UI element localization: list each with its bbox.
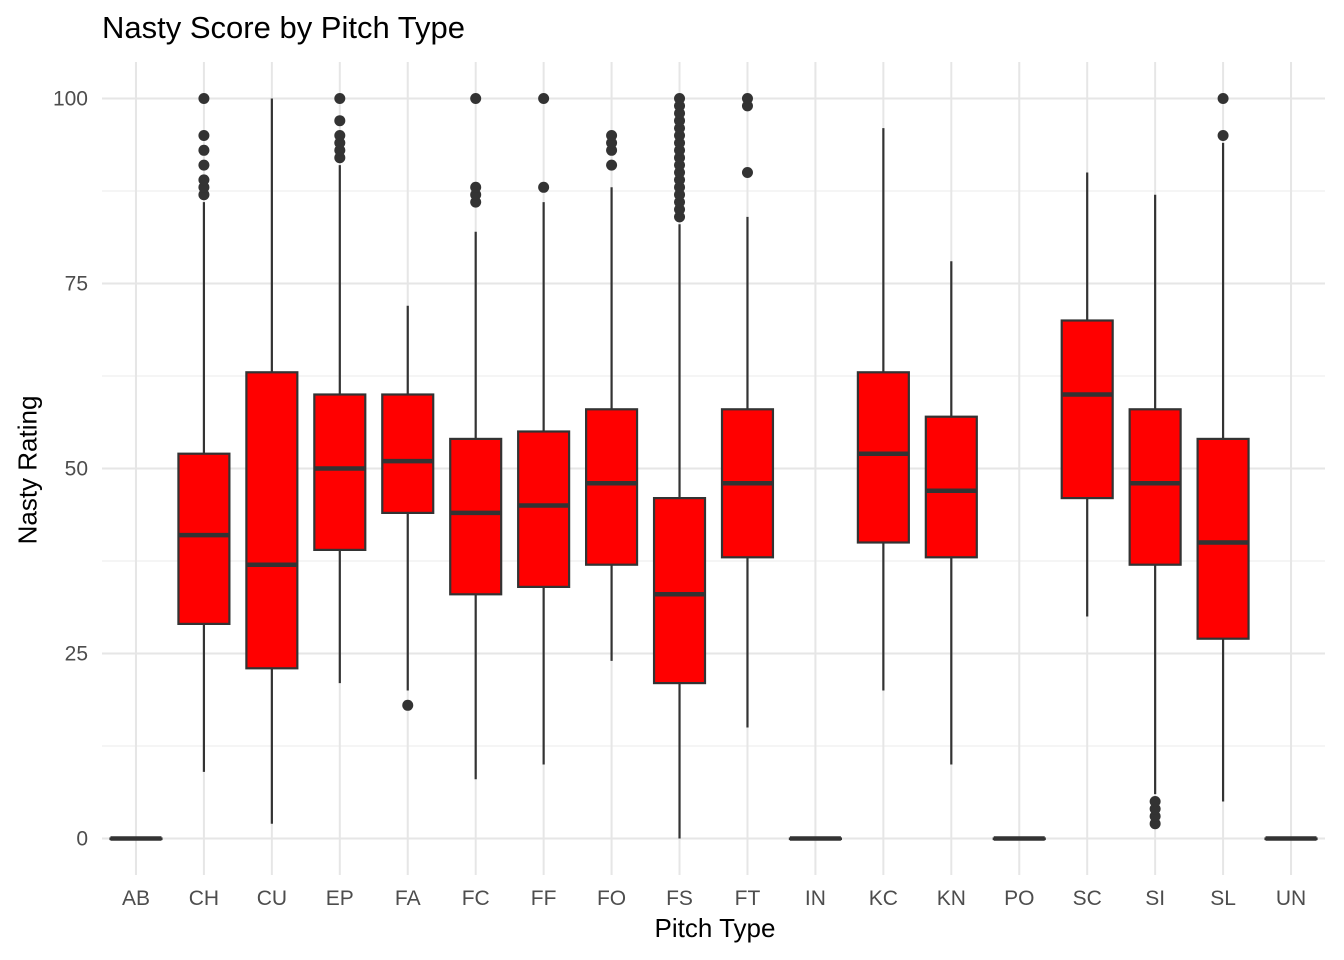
x-tick-label: PO xyxy=(1004,887,1034,910)
outlier-point xyxy=(741,167,753,178)
y-axis-ticks: 0 25 50 75 100 xyxy=(53,88,88,851)
x-tick-label: CH xyxy=(189,887,219,910)
outlier-point xyxy=(470,181,482,193)
x-tick-label: FF xyxy=(531,887,557,910)
box-un xyxy=(1264,836,1318,841)
box-ab xyxy=(109,836,163,841)
box-po xyxy=(992,836,1046,841)
x-tick-label: FO xyxy=(597,887,626,910)
box-ff xyxy=(517,93,571,765)
x-tick-label: FS xyxy=(666,887,693,910)
outlier-point xyxy=(334,93,346,104)
outlier-point xyxy=(470,93,482,104)
box-fa xyxy=(381,305,435,711)
box-cu xyxy=(245,98,299,824)
boxes-layer xyxy=(109,93,1318,841)
x-tick-label: EP xyxy=(326,887,354,910)
box-in xyxy=(788,836,842,841)
iqr-box xyxy=(381,393,435,515)
outlier-point xyxy=(198,159,210,171)
iqr-box xyxy=(1196,437,1250,640)
y-tick-label: 50 xyxy=(65,458,88,481)
y-tick-label: 0 xyxy=(76,828,88,851)
box-fs xyxy=(652,93,707,839)
outlier-point xyxy=(741,93,753,104)
outlier-point xyxy=(198,174,210,186)
box-fo xyxy=(585,130,639,661)
outlier-point xyxy=(538,181,550,193)
x-tick-label: AB xyxy=(122,887,150,910)
iqr-box xyxy=(245,371,299,670)
outlier-point xyxy=(198,93,210,104)
box-kc xyxy=(856,128,910,691)
outlier-point xyxy=(538,93,550,104)
iqr-box xyxy=(585,408,639,566)
x-tick-label: SI xyxy=(1145,887,1165,910)
outlier-point xyxy=(198,144,210,156)
x-tick-label: KC xyxy=(869,887,898,910)
outlier-point xyxy=(334,130,346,141)
x-tick-label: SL xyxy=(1210,887,1236,910)
x-axis-label: Pitch Type xyxy=(654,913,776,943)
box-sc xyxy=(1060,172,1114,617)
box-kn xyxy=(924,261,978,765)
outlier-point xyxy=(198,130,210,141)
outlier-point xyxy=(402,699,414,711)
box-fc xyxy=(449,93,503,780)
chart-title: Nasty Score by Pitch Type xyxy=(102,10,465,45)
y-tick-label: 75 xyxy=(65,273,88,296)
box-sl xyxy=(1196,93,1250,802)
x-tick-label: KN xyxy=(937,887,966,910)
outlier-point xyxy=(334,115,346,127)
outlier-point xyxy=(606,130,618,141)
x-tick-label: SC xyxy=(1073,887,1102,910)
outlier-point xyxy=(1149,796,1161,807)
x-tick-label: FC xyxy=(462,887,490,910)
box-ft xyxy=(720,93,775,728)
box-si xyxy=(1128,194,1182,830)
box-ch xyxy=(177,93,231,772)
iqr-box xyxy=(856,371,910,544)
x-tick-label: IN xyxy=(805,887,826,910)
x-tick-label: UN xyxy=(1276,887,1306,910)
outlier-point xyxy=(1217,93,1229,104)
outlier-point xyxy=(606,159,618,171)
outlier-point xyxy=(674,93,686,104)
y-tick-label: 25 xyxy=(65,643,88,666)
x-tick-label: CU xyxy=(257,887,287,910)
box-ep xyxy=(313,93,367,684)
iqr-box xyxy=(313,393,367,551)
iqr-box xyxy=(1128,408,1182,566)
iqr-box xyxy=(924,415,978,559)
iqr-box xyxy=(1060,319,1114,500)
x-axis-ticks: AB CH CU EP FA FC FF FO FS FT IN KC KN PO SC SI SL UN xyxy=(122,887,1306,910)
iqr-box xyxy=(177,452,231,626)
x-tick-label: FA xyxy=(395,887,421,910)
iqr-box xyxy=(449,437,503,596)
iqr-box xyxy=(517,430,571,588)
iqr-box xyxy=(652,497,707,685)
y-tick-label: 100 xyxy=(53,88,88,111)
outlier-point xyxy=(1217,130,1229,141)
x-tick-label: FT xyxy=(735,887,761,910)
